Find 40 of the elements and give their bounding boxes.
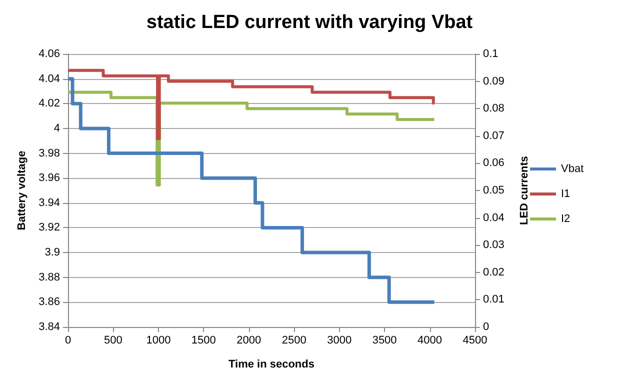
y2-tick-label: 0.02 xyxy=(483,266,504,278)
x-tick-label: 3500 xyxy=(372,334,397,346)
y2-tick-label: 0.1 xyxy=(483,48,498,60)
x-tick-label: 500 xyxy=(104,334,122,346)
y-tick-label: 4 xyxy=(54,122,60,134)
y-tick-label: 3.86 xyxy=(38,296,60,308)
y2-axis-title: LED currents xyxy=(518,156,530,226)
x-tick-label: 2500 xyxy=(282,334,306,346)
y2-tick-label: 0.03 xyxy=(483,239,504,252)
legend-label: Vbat xyxy=(561,163,584,175)
x-axis-title: Time in seconds xyxy=(228,358,314,370)
x-tick-label: 3000 xyxy=(327,334,352,346)
y2-tick-label: 0.09 xyxy=(483,75,504,88)
x-tick-label: 4500 xyxy=(462,334,488,346)
y-tick-label: 3.84 xyxy=(38,321,60,333)
chart-title: static LED current with varying Vbat xyxy=(146,12,474,33)
y2-tick-label: 0.07 xyxy=(483,130,504,142)
x-tick-label: 4000 xyxy=(418,334,442,346)
y2-tick-label: 0.06 xyxy=(483,157,504,170)
y-tick-label: 3.94 xyxy=(38,196,60,209)
y-tick-label: 4.04 xyxy=(38,72,60,85)
y-tick-label: 4.06 xyxy=(38,48,60,60)
y-tick-label: 3.9 xyxy=(44,246,60,259)
y-tick-label: 3.98 xyxy=(38,147,60,160)
x-tick-label: 1500 xyxy=(191,334,216,346)
x-tick-label: 1000 xyxy=(146,334,171,346)
y-tick-label: 4.02 xyxy=(38,98,60,110)
y2-tick-label: 0.01 xyxy=(483,294,504,306)
y2-tick-label: 0.04 xyxy=(483,212,504,224)
y-tick-label: 3.92 xyxy=(38,222,60,234)
y-tick-label: 3.96 xyxy=(38,172,60,184)
x-tick-label: 0 xyxy=(64,334,72,346)
y-tick-label: 3.88 xyxy=(38,271,60,284)
legend-label: I1 xyxy=(561,188,570,200)
y-axis-title: Battery voltage xyxy=(16,150,28,230)
y2-tick-label: 0.08 xyxy=(483,102,504,115)
y2-tick-label: 0.05 xyxy=(483,184,504,196)
legend-label: I2 xyxy=(561,213,570,225)
y2-tick-label: 0 xyxy=(483,321,490,333)
x-tick-label: 2000 xyxy=(236,334,262,346)
